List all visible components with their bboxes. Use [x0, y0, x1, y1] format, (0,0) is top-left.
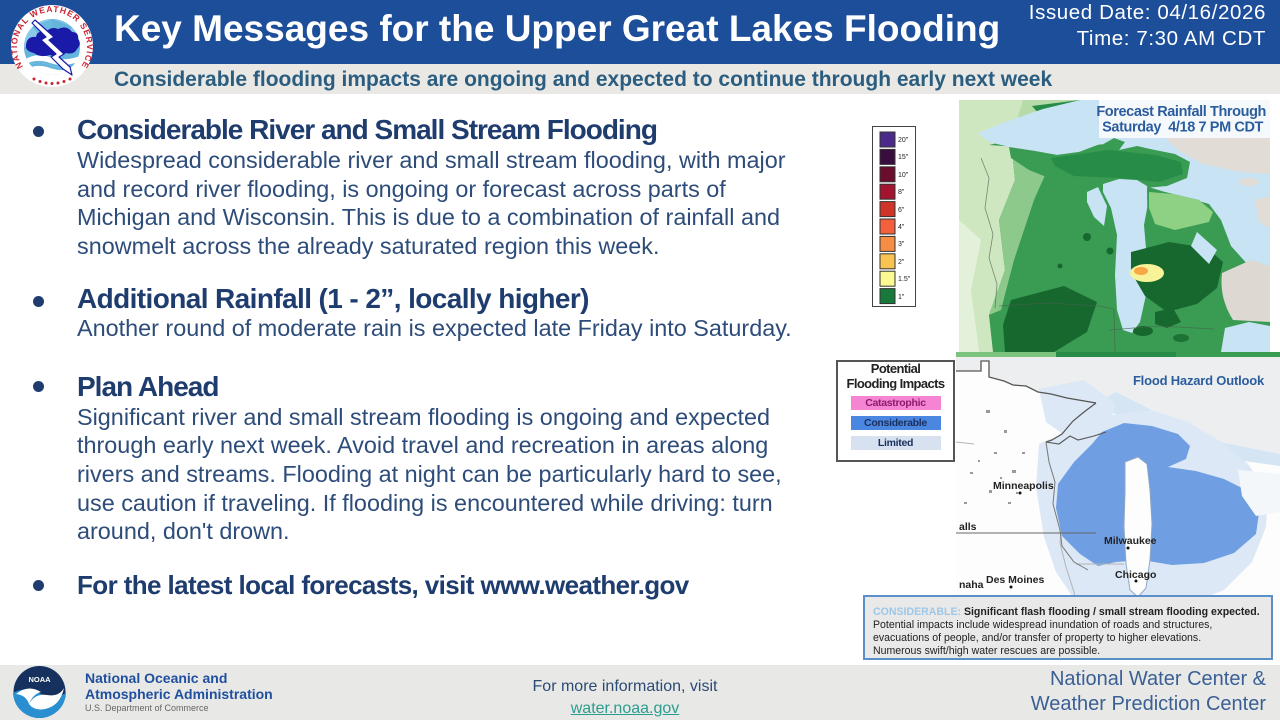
svg-text:alls: alls — [959, 521, 977, 533]
svg-text:15": 15" — [898, 154, 909, 161]
svg-text:10": 10" — [898, 172, 909, 179]
svg-text:2": 2" — [898, 259, 905, 266]
svg-text:Des Moines: Des Moines — [986, 574, 1045, 586]
svg-text:6": 6" — [898, 207, 905, 214]
svg-text:Chicago: Chicago — [1115, 569, 1156, 581]
svg-text:Milwaukee: Milwaukee — [1104, 535, 1157, 547]
svg-text:Saturday 4/18 7 PM CDT: Saturday 4/18 7 PM CDT — [1102, 120, 1263, 136]
svg-text:8": 8" — [898, 189, 905, 196]
svg-text:1.5": 1.5" — [898, 276, 911, 283]
svg-text:20": 20" — [898, 137, 909, 144]
svg-text:Minneapolis: Minneapolis — [993, 480, 1054, 492]
svg-text:naha: naha — [959, 579, 984, 591]
svg-text:4": 4" — [898, 224, 905, 231]
svg-text:3": 3" — [898, 241, 905, 248]
svg-text:Forecast Rainfall Through: Forecast Rainfall Through — [1096, 104, 1266, 120]
svg-text:1": 1" — [898, 294, 905, 301]
svg-text:Flood Hazard Outlook: Flood Hazard Outlook — [1133, 373, 1265, 388]
svg-text:NOAA: NOAA — [28, 675, 51, 684]
